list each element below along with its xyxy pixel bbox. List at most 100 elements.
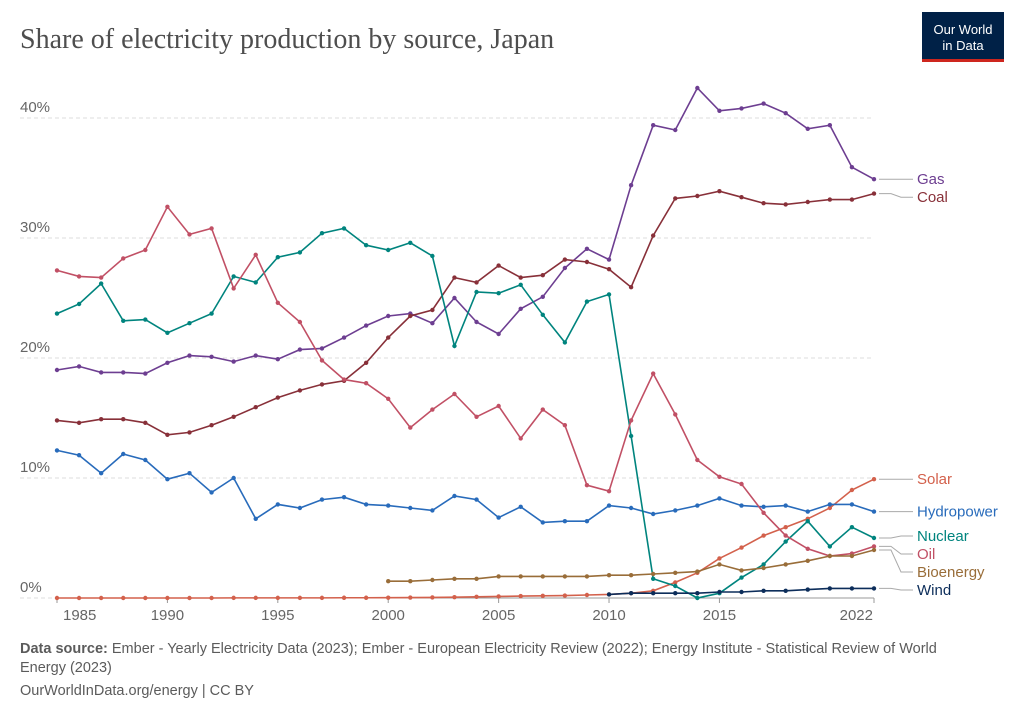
data-point [187,595,192,601]
data-point [540,574,545,579]
data-point [430,407,435,412]
data-point [739,195,744,200]
data-point [143,317,148,322]
chart-title: Share of electricity production by sourc… [20,24,554,55]
data-point [540,312,545,317]
data-point [319,346,325,351]
data-point [739,568,744,573]
data-point [717,108,722,114]
data-point [143,457,148,463]
data-point [165,330,170,335]
data-point [584,259,590,265]
data-point [783,588,788,593]
data-point [54,268,60,273]
data-point [518,275,523,280]
data-point [650,511,656,517]
data-point [165,360,170,365]
y-tick-label: 40% [20,99,50,116]
data-point [319,497,325,502]
data-point [297,595,303,601]
data-point [187,430,192,435]
data-point [452,493,457,499]
data-point [408,240,413,245]
logo-box [922,12,1004,62]
data-point [496,594,501,599]
data-point [562,340,568,345]
data-point [452,391,457,397]
data-point [518,306,523,311]
data-point [606,489,612,494]
data-point [717,562,722,567]
data-point [540,520,545,525]
data-point [695,591,700,596]
data-point [606,503,612,508]
data-point [408,425,413,430]
data-point [584,483,590,488]
data-point [562,574,568,579]
data-point [209,490,214,495]
data-point [805,199,810,205]
data-point [187,321,192,326]
source-label: Data source: [20,641,108,657]
data-point [827,544,833,549]
data-point [783,525,788,530]
data-point [297,505,303,511]
data-point [54,418,60,423]
y-tick-label: 30% [20,219,50,236]
data-point [297,347,303,352]
legend-label: Oil [917,546,935,563]
data-point [474,497,479,502]
data-point [76,301,82,307]
data-point [363,243,369,248]
data-point [341,226,347,231]
data-point [584,519,590,524]
data-point [275,502,281,507]
data-point [650,591,656,596]
data-point [606,267,612,272]
data-point [209,311,214,316]
data-point [673,196,678,201]
data-point [452,594,457,600]
data-point [76,274,82,279]
data-point [121,318,126,323]
data-point [474,319,479,325]
data-point [849,553,855,559]
data-point [231,475,236,481]
data-point [628,433,634,439]
legend-label: Gas [917,171,945,188]
data-point [761,201,766,206]
data-point [673,583,678,589]
data-point [474,594,479,599]
data-point [584,246,590,251]
data-point [717,496,722,501]
data-point [143,247,148,253]
data-point [695,457,700,463]
data-point [363,595,369,600]
data-point [54,367,60,373]
data-point [275,357,281,362]
series-line [56,449,875,524]
x-tick-label: 1990 [151,607,184,624]
data-point [849,487,855,493]
data-point [76,453,82,458]
data-point [231,286,236,291]
series-line [56,227,875,599]
data-point [628,183,634,188]
data-point [430,595,435,600]
label-connector [879,535,913,539]
data-point [827,586,833,591]
series-line [56,205,875,557]
data-point [54,448,60,453]
data-point [231,414,236,419]
data-point [783,503,788,508]
data-point [452,275,457,280]
data-point [518,282,523,287]
data-point [319,231,325,236]
data-point [275,300,281,305]
data-point [871,177,877,182]
data-point [452,343,457,349]
data-point [805,558,810,563]
data-point [540,273,545,278]
data-point [739,106,744,111]
